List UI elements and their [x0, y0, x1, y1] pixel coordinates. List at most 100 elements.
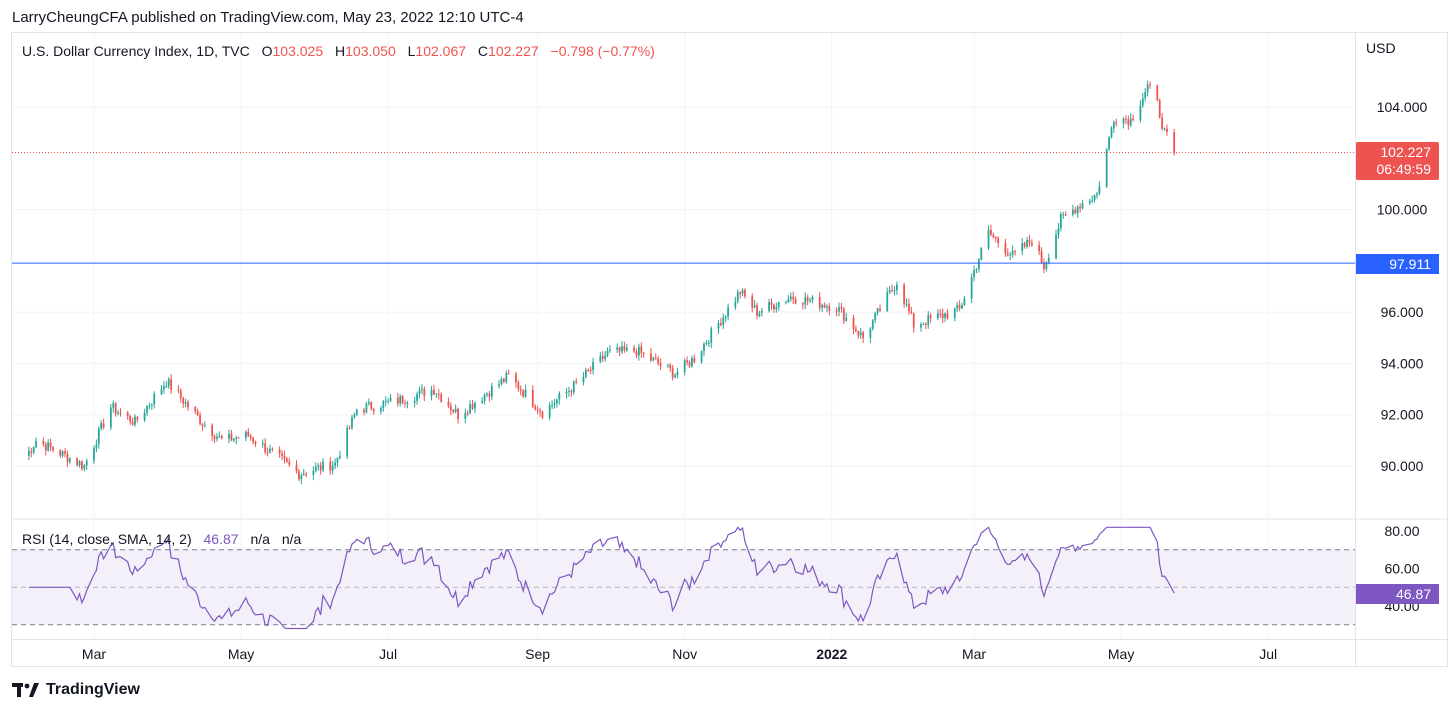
candle [1115, 118, 1118, 127]
candle-body [775, 307, 778, 310]
currency-label: USD [1366, 40, 1396, 56]
candle-body [570, 390, 573, 393]
candle-body [1014, 250, 1016, 252]
candle-body [1108, 137, 1110, 150]
candle-body [102, 423, 105, 428]
candle-body [707, 342, 710, 344]
tradingview-logo-icon [12, 683, 39, 697]
candle-body [1098, 186, 1101, 194]
publisher-line: LarryCheungCFA published on TradingView.… [12, 9, 524, 26]
candle [963, 295, 966, 306]
candle-body [1055, 234, 1057, 258]
candle [575, 377, 578, 385]
candle-body [891, 289, 893, 291]
candle [886, 287, 889, 312]
time-tick-label: Sep [525, 646, 550, 662]
candle-body [331, 465, 334, 471]
candle-body [418, 389, 421, 395]
candle-body [269, 448, 271, 453]
candle [196, 408, 199, 417]
candle [775, 302, 778, 313]
candle-body [895, 284, 898, 291]
candle-body [888, 289, 891, 293]
candle [905, 298, 908, 308]
candle [809, 297, 811, 303]
candle-body [232, 438, 235, 441]
candle-body [517, 382, 520, 390]
candle-body [235, 437, 238, 439]
candle-body [126, 412, 129, 416]
candle [312, 466, 315, 481]
candle [768, 298, 770, 313]
candle [589, 366, 592, 375]
candle [623, 341, 626, 353]
candle-body [1023, 243, 1026, 247]
candle-body [676, 372, 679, 376]
candle [177, 385, 180, 394]
candle [524, 384, 527, 398]
candle [117, 409, 119, 416]
candle-body [691, 358, 693, 367]
candle [637, 343, 640, 361]
candle-body [1091, 200, 1094, 202]
candle [994, 236, 997, 243]
candle-body [1064, 214, 1067, 216]
candle-body [153, 394, 156, 405]
candle-body [705, 342, 708, 344]
candle [288, 457, 291, 467]
footer-brand[interactable]: TradingView [12, 679, 140, 701]
candle [406, 400, 409, 409]
candle [372, 407, 375, 415]
candle-body [1004, 243, 1007, 254]
candle-body [997, 238, 1000, 244]
candle-body [787, 298, 790, 302]
candle [66, 450, 69, 468]
candle-body [1156, 85, 1159, 101]
candle-body [404, 403, 406, 405]
candle-body [625, 347, 628, 351]
candle-body [654, 357, 657, 359]
time-tick-label: May [228, 646, 254, 662]
candle-body [283, 455, 286, 459]
candle-body [551, 404, 553, 406]
candle [794, 296, 797, 305]
candle [1026, 236, 1028, 249]
candle [134, 414, 136, 427]
candle [1146, 80, 1149, 97]
candle-body [163, 386, 165, 390]
candle [1031, 239, 1033, 247]
candle-body [905, 303, 908, 305]
candle [78, 460, 81, 468]
candle [30, 447, 33, 458]
bar-countdown: 06:49:59 [1376, 161, 1432, 177]
candle-body [789, 296, 792, 299]
candle [252, 436, 255, 445]
candle [319, 462, 322, 475]
candle [1129, 113, 1132, 128]
candle-body [710, 328, 713, 343]
candle [454, 404, 457, 414]
candle-body [794, 299, 797, 304]
candle-body [990, 229, 992, 235]
candle [1110, 126, 1113, 139]
candle-body [818, 296, 821, 308]
candle [657, 355, 660, 366]
candle [1023, 241, 1026, 249]
candle [1006, 248, 1009, 257]
candle [102, 418, 105, 430]
last-price-value: 102.227 [1380, 144, 1431, 160]
candle [618, 346, 621, 356]
candle-body [553, 403, 556, 405]
candle-body [353, 414, 356, 418]
candle [249, 433, 252, 441]
candle [114, 402, 117, 417]
candle-body [826, 306, 828, 308]
candle [346, 424, 349, 460]
candle-body [469, 404, 472, 414]
candle [558, 391, 561, 405]
candle-body [167, 379, 170, 387]
candle [691, 355, 693, 369]
candle-body [821, 304, 824, 308]
candle-body [490, 386, 493, 397]
